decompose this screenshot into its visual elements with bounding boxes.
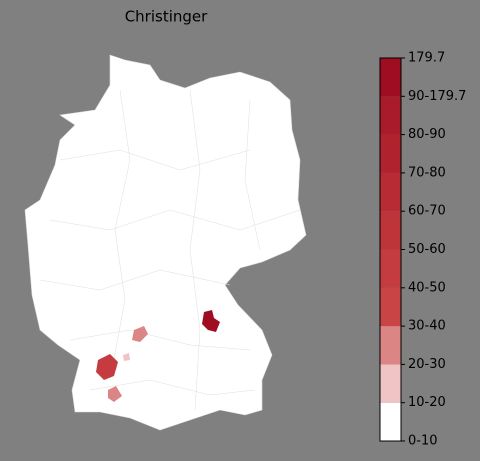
colorbar-label: 0-10 xyxy=(408,434,438,449)
colorbar-segment xyxy=(380,58,401,97)
region-pink xyxy=(108,386,122,402)
colorbar-segment xyxy=(380,402,401,441)
colorbar-label: 70-80 xyxy=(408,165,446,180)
colorbar-label: 20-30 xyxy=(408,357,446,372)
colorbar-label: 60-70 xyxy=(408,204,446,219)
colorbar-segment xyxy=(380,249,401,288)
map-title: Christinger xyxy=(125,8,208,26)
country-outline xyxy=(24,54,307,431)
colorbar-segment xyxy=(380,96,401,135)
colorbar-label: 40-50 xyxy=(408,280,446,295)
colorbar-label: 80-90 xyxy=(408,127,446,142)
colorbar-label: 50-60 xyxy=(408,242,446,257)
colorbar-segment xyxy=(380,287,401,327)
colorbar-label: 179.7 xyxy=(408,51,445,66)
region-dark-red xyxy=(202,310,220,332)
colorbar: 0-10 10-20 20-30 30-40 40-50 50-60 60-70 70-80 8… xyxy=(379,51,466,449)
colorbar-label: 10-20 xyxy=(408,395,446,410)
colorbar-segment xyxy=(380,364,401,403)
colorbar-segment xyxy=(380,211,401,250)
colorbar-segment xyxy=(380,134,401,173)
colorbar-label: 90-179.7 xyxy=(408,89,466,104)
germany-map xyxy=(24,54,307,431)
colorbar-segment xyxy=(380,326,401,365)
district-borders xyxy=(39,89,301,411)
region-light-pink xyxy=(123,353,130,361)
region-red xyxy=(96,354,118,380)
region-pink xyxy=(132,326,148,342)
colorbar-segment xyxy=(380,172,401,212)
colorbar-label: 30-40 xyxy=(408,319,446,334)
